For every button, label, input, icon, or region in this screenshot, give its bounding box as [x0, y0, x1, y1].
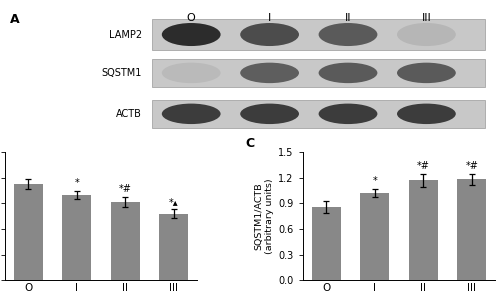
- Text: SQSTM1: SQSTM1: [102, 68, 142, 78]
- Ellipse shape: [162, 104, 220, 124]
- Text: *: *: [74, 178, 79, 188]
- Bar: [408, 180, 438, 280]
- Ellipse shape: [318, 63, 378, 83]
- Text: II: II: [345, 13, 351, 23]
- Text: III: III: [422, 13, 432, 23]
- Text: O: O: [187, 13, 196, 23]
- Bar: [14, 184, 43, 280]
- FancyBboxPatch shape: [152, 19, 485, 50]
- Ellipse shape: [318, 104, 378, 124]
- Ellipse shape: [397, 23, 456, 46]
- Bar: [360, 193, 389, 280]
- Text: *#: *#: [466, 161, 478, 171]
- Bar: [457, 179, 486, 280]
- Bar: [312, 207, 340, 280]
- Bar: [111, 202, 140, 280]
- Text: LAMP2: LAMP2: [109, 30, 142, 40]
- FancyBboxPatch shape: [152, 59, 485, 87]
- Ellipse shape: [240, 63, 299, 83]
- Ellipse shape: [162, 23, 220, 46]
- Ellipse shape: [162, 63, 220, 83]
- Bar: [160, 214, 188, 280]
- Bar: [62, 195, 92, 280]
- Ellipse shape: [397, 63, 456, 83]
- Ellipse shape: [397, 104, 456, 124]
- FancyBboxPatch shape: [152, 100, 485, 128]
- Text: ACTB: ACTB: [116, 109, 142, 119]
- Text: *#: *#: [119, 184, 132, 194]
- Ellipse shape: [240, 104, 299, 124]
- Text: A: A: [10, 13, 20, 26]
- Text: *#: *#: [416, 161, 430, 171]
- Text: *: *: [372, 176, 377, 186]
- Text: I: I: [268, 13, 271, 23]
- Text: *▴: *▴: [169, 197, 178, 207]
- Y-axis label: SQSTM1/ACTB
(arbitrary units): SQSTM1/ACTB (arbitrary units): [255, 178, 274, 254]
- Text: C: C: [245, 137, 254, 150]
- Ellipse shape: [318, 23, 378, 46]
- Ellipse shape: [240, 23, 299, 46]
